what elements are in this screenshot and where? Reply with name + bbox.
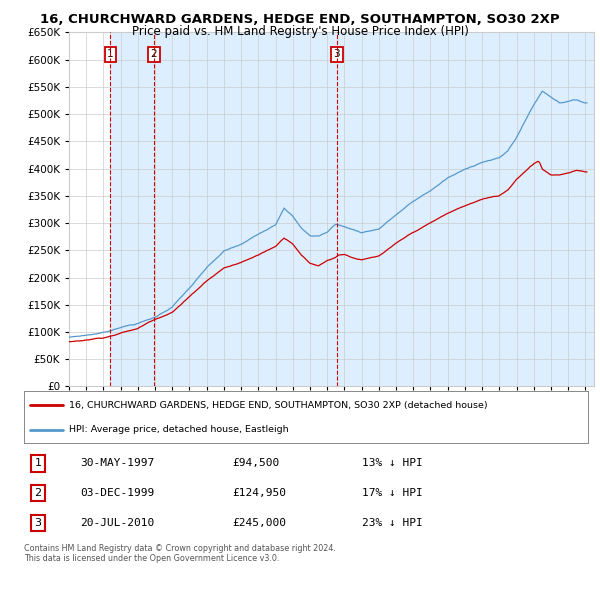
Text: 16, CHURCHWARD GARDENS, HEDGE END, SOUTHAMPTON, SO30 2XP (detached house): 16, CHURCHWARD GARDENS, HEDGE END, SOUTH… bbox=[69, 401, 488, 409]
Text: £245,000: £245,000 bbox=[233, 518, 287, 528]
Text: HPI: Average price, detached house, Eastleigh: HPI: Average price, detached house, East… bbox=[69, 425, 289, 434]
Text: 13% ↓ HPI: 13% ↓ HPI bbox=[362, 458, 423, 468]
Bar bbox=[110, 32, 154, 386]
Text: 30-MAY-1997: 30-MAY-1997 bbox=[80, 458, 155, 468]
Text: 03-DEC-1999: 03-DEC-1999 bbox=[80, 489, 155, 498]
Bar bbox=[154, 32, 594, 386]
Text: 1: 1 bbox=[35, 458, 41, 468]
Text: 1: 1 bbox=[107, 49, 114, 59]
Text: 2: 2 bbox=[35, 489, 41, 498]
Text: 2: 2 bbox=[151, 49, 157, 59]
Text: 16, CHURCHWARD GARDENS, HEDGE END, SOUTHAMPTON, SO30 2XP: 16, CHURCHWARD GARDENS, HEDGE END, SOUTH… bbox=[40, 13, 560, 26]
Text: 23% ↓ HPI: 23% ↓ HPI bbox=[362, 518, 423, 528]
Text: 17% ↓ HPI: 17% ↓ HPI bbox=[362, 489, 423, 498]
Text: 20-JUL-2010: 20-JUL-2010 bbox=[80, 518, 155, 528]
Text: 3: 3 bbox=[334, 49, 340, 59]
Text: £124,950: £124,950 bbox=[233, 489, 287, 498]
Text: Price paid vs. HM Land Registry's House Price Index (HPI): Price paid vs. HM Land Registry's House … bbox=[131, 25, 469, 38]
Text: Contains HM Land Registry data © Crown copyright and database right 2024.
This d: Contains HM Land Registry data © Crown c… bbox=[24, 544, 336, 563]
Text: 3: 3 bbox=[35, 518, 41, 528]
Text: £94,500: £94,500 bbox=[233, 458, 280, 468]
